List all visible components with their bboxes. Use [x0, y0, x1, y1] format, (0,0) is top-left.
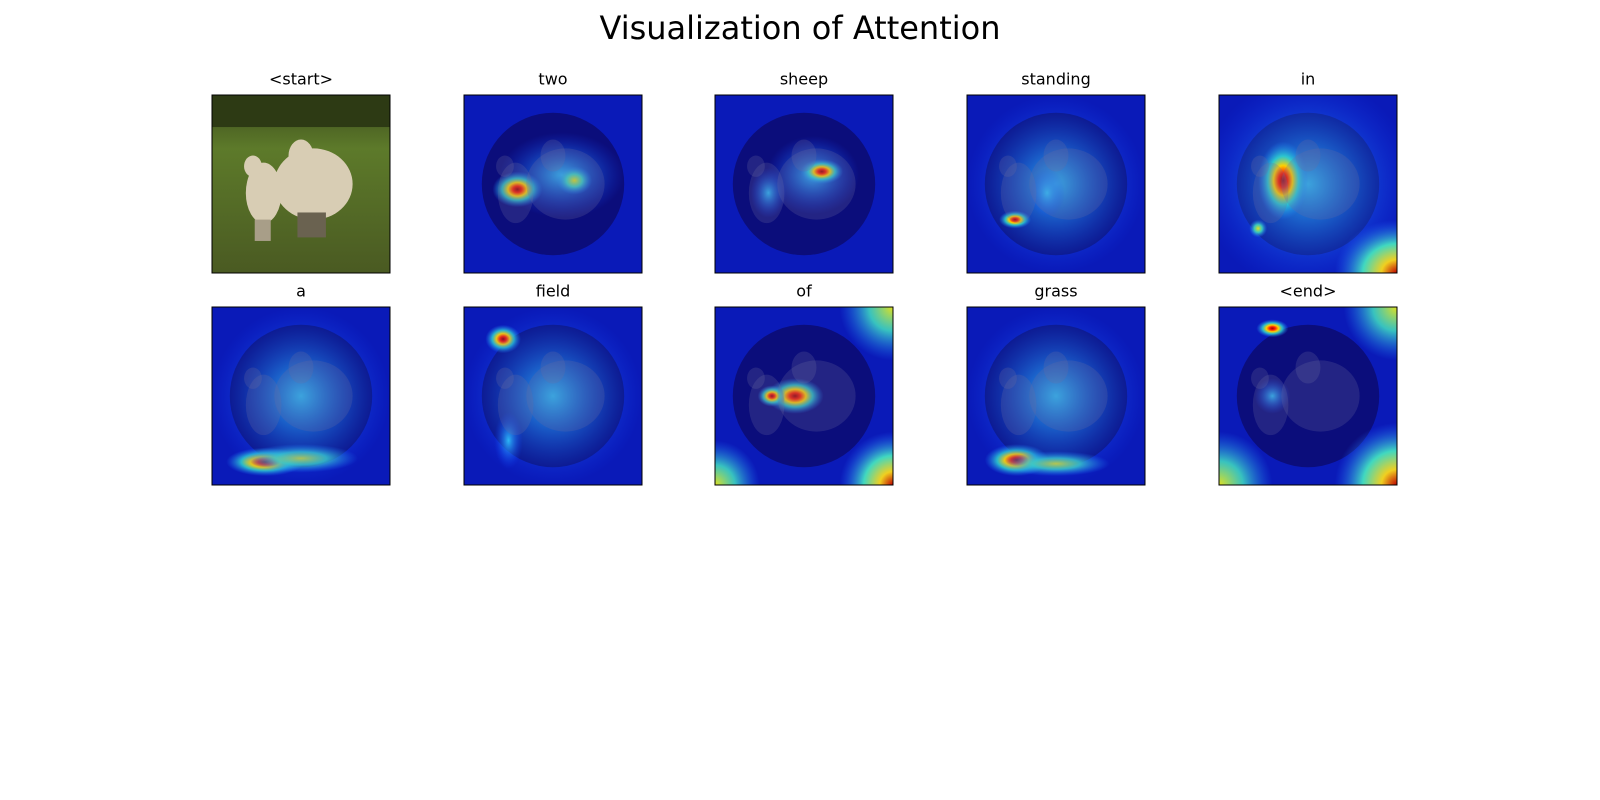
lamb-head	[999, 155, 1017, 177]
panel-frame	[1218, 306, 1398, 486]
heat-blob	[494, 412, 523, 469]
heat-blob	[766, 378, 824, 414]
sheep-head	[791, 139, 817, 172]
panel-label: of	[796, 282, 812, 301]
sheep-body	[1029, 148, 1108, 220]
panel-label: two	[538, 70, 567, 89]
lamb-head	[496, 367, 514, 389]
sheep-body	[1281, 360, 1360, 432]
panel-image	[715, 95, 893, 273]
heat-blob	[492, 171, 543, 208]
sheep-head	[1295, 139, 1321, 172]
sheep-body	[274, 148, 353, 220]
lamb-head	[1251, 367, 1269, 389]
panel-frame	[966, 94, 1146, 274]
lamb-body	[245, 374, 282, 436]
panel-frame	[714, 94, 894, 274]
lamb-head	[747, 367, 765, 389]
lamb-body	[748, 162, 785, 224]
heat-blob	[967, 307, 1145, 485]
photo-shrubs	[212, 95, 390, 128]
heat-blob	[839, 431, 893, 485]
heat-blob	[1256, 319, 1289, 338]
sheep-head	[1043, 139, 1069, 172]
sheep-head	[791, 351, 817, 384]
lamb-body	[245, 162, 282, 224]
panel-label: grass	[1034, 282, 1077, 301]
panel-frame	[463, 306, 643, 486]
sheep-body	[777, 360, 856, 432]
panel-image	[967, 307, 1145, 485]
heat-blob	[800, 159, 844, 184]
panel-image	[212, 307, 390, 485]
sheep-head	[1295, 351, 1321, 384]
panel-image	[464, 307, 642, 485]
sheep-head	[288, 351, 314, 384]
heat-blob	[757, 385, 787, 407]
sheep-body	[274, 360, 353, 432]
heat-blob	[212, 307, 390, 485]
heat-blob	[1254, 378, 1291, 414]
panel-frame	[966, 306, 1146, 486]
sheep-body	[526, 360, 605, 432]
panel-image	[212, 95, 390, 273]
heat-core	[1236, 324, 1380, 468]
heat-blob	[1334, 219, 1397, 273]
heat-blob	[1219, 431, 1273, 485]
lamb-head	[999, 367, 1017, 389]
panel-label: <end>	[1280, 282, 1337, 301]
panel-label: sheep	[780, 70, 828, 89]
panel-frame	[463, 94, 643, 274]
lamb-body	[1000, 162, 1037, 224]
sheep-body	[777, 148, 856, 220]
lamb-head	[496, 155, 514, 177]
panel-label: in	[1301, 70, 1316, 89]
panel-image	[967, 95, 1145, 273]
figure-title: Visualization of Attention	[600, 9, 1001, 47]
panel-frame	[714, 306, 894, 486]
panel-image	[715, 307, 893, 485]
panel-label: <start>	[269, 70, 333, 89]
heat-blob	[715, 440, 760, 485]
lamb-head	[747, 155, 765, 177]
heat-blob	[556, 166, 593, 195]
heat-blob	[1029, 167, 1065, 218]
lamb-head	[244, 367, 262, 389]
panel-label: field	[536, 282, 571, 301]
lamb-body	[1000, 374, 1037, 436]
lamb-body	[497, 374, 534, 436]
panel-image	[1219, 95, 1397, 273]
heat-blob	[750, 167, 787, 218]
heat-blob	[1258, 141, 1308, 220]
sheep-head	[540, 351, 566, 384]
panel-label: standing	[1021, 70, 1090, 89]
sheep-body	[1281, 148, 1360, 220]
heat-blob	[999, 210, 1032, 229]
lamb-head	[1251, 155, 1269, 177]
panel-image	[464, 95, 642, 273]
heat-blob	[1334, 422, 1397, 485]
panel-frame	[1218, 94, 1398, 274]
heat-blob	[1249, 219, 1268, 238]
sheep-legs	[297, 212, 326, 238]
lamb-legs	[254, 219, 271, 241]
sheep-body	[1029, 360, 1108, 432]
lamb-body	[748, 374, 785, 436]
heat-blob	[1343, 307, 1397, 361]
lamb-body	[1252, 162, 1289, 224]
heat-blob	[839, 307, 893, 361]
panel-frame	[211, 94, 391, 274]
sheep-head	[1043, 351, 1069, 384]
lamb-body	[497, 162, 534, 224]
sheep-body	[526, 148, 605, 220]
sheep-head	[288, 139, 314, 172]
lamb-body	[1252, 374, 1289, 436]
sheep-head	[540, 139, 566, 172]
lamb-head	[244, 155, 262, 177]
panel-image	[1219, 307, 1397, 485]
panel-label: a	[296, 282, 306, 301]
panel-frame	[211, 306, 391, 486]
